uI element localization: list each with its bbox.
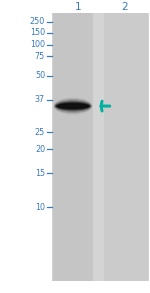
Ellipse shape: [54, 98, 92, 115]
Bar: [53, 13, 93, 281]
Text: 2: 2: [121, 2, 128, 12]
Text: 10: 10: [35, 203, 45, 212]
Text: 15: 15: [35, 169, 45, 178]
Ellipse shape: [58, 104, 87, 108]
Text: 100: 100: [30, 40, 45, 49]
Text: 25: 25: [35, 128, 45, 137]
Text: 50: 50: [35, 71, 45, 80]
Bar: [52, 13, 149, 281]
Text: 1: 1: [75, 2, 81, 12]
Bar: [104, 13, 148, 281]
Text: 75: 75: [35, 52, 45, 61]
Ellipse shape: [54, 99, 92, 113]
Ellipse shape: [56, 103, 90, 110]
Ellipse shape: [55, 100, 91, 112]
Ellipse shape: [55, 102, 91, 110]
Ellipse shape: [57, 103, 89, 109]
Text: 250: 250: [30, 18, 45, 26]
Text: 37: 37: [35, 95, 45, 104]
Text: 20: 20: [35, 145, 45, 154]
Text: 150: 150: [30, 28, 45, 37]
